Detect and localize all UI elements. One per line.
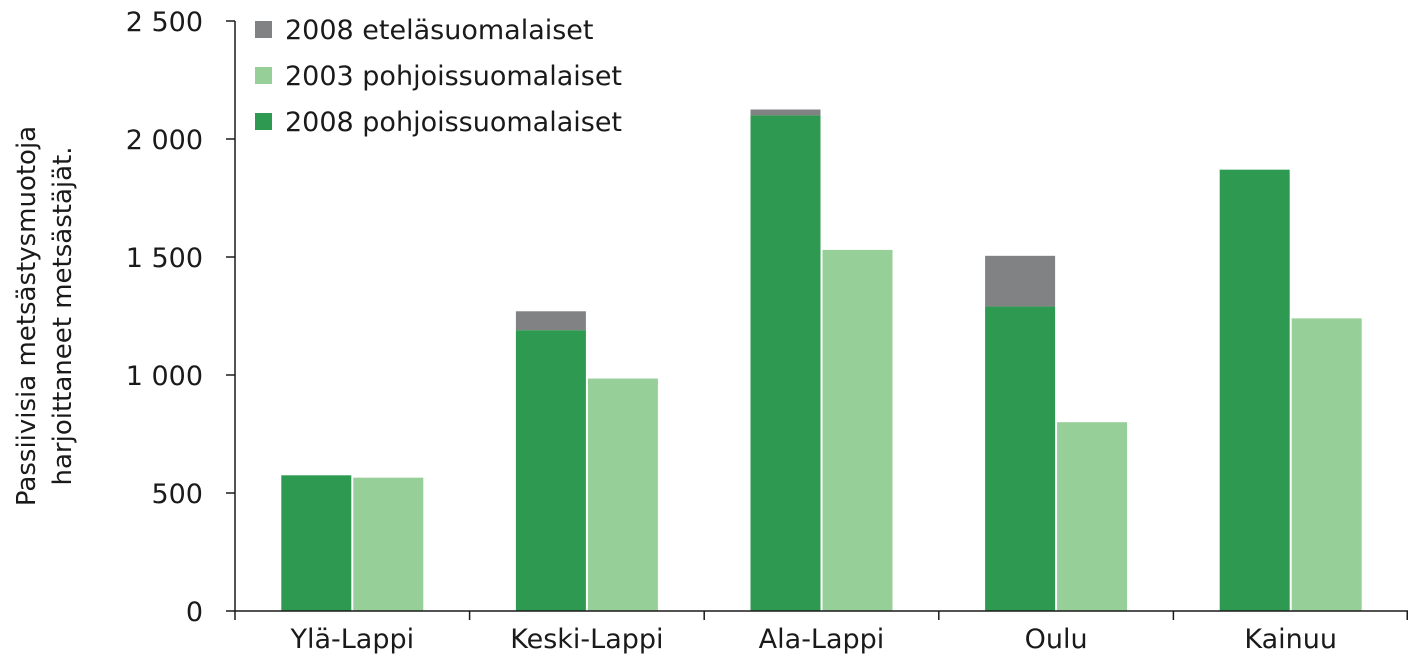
bar-north2003-ala-lappi xyxy=(822,249,893,612)
y-tick-label: 2 500 xyxy=(126,7,203,38)
legend-swatch-north2003 xyxy=(255,67,272,84)
y-ticks: 0 500 1 000 1 500 2 000 2 500 xyxy=(126,7,235,628)
axes xyxy=(234,21,1408,620)
bars xyxy=(281,109,1362,612)
x-category-label: Oulu xyxy=(1025,624,1088,655)
y-axis-title-line-1: Passiivisia metsästysmuotoja xyxy=(12,126,42,506)
bar-north2008-oulu xyxy=(985,306,1056,611)
x-category-label: Ala-Lappi xyxy=(759,624,885,655)
bar-north2003-ylä-lappi xyxy=(353,477,424,611)
bar-south2008-oulu xyxy=(985,255,1056,307)
y-tick-label: 2 000 xyxy=(126,125,203,156)
y-tick-label: 500 xyxy=(151,479,203,510)
bar-north2003-keski-lappi xyxy=(587,378,658,611)
x-category-label: Ylä-Lappi xyxy=(289,624,414,655)
legend-label-north2003: 2003 pohjoissuomalaiset xyxy=(285,61,622,92)
x-category-label: Keski-Lappi xyxy=(510,624,663,655)
y-tick-label: 1 500 xyxy=(126,243,203,274)
bar-north2008-keski-lappi xyxy=(515,330,586,611)
legend-label-north2008: 2008 pohjoissuomalaiset xyxy=(285,107,622,138)
legend: 2008 eteläsuomalaiset 2003 pohjoissuomala… xyxy=(255,15,622,138)
x-category-labels: Ylä-Lappi Keski-Lappi Ala-Lappi Oulu Kainuu xyxy=(289,624,1337,655)
legend-swatch-south2008 xyxy=(255,21,272,38)
y-tick-label: 0 xyxy=(186,597,203,628)
y-axis-title-line-2: harjoittaneet metsästäjät. xyxy=(48,147,78,486)
bar-south2008-ala-lappi xyxy=(750,109,821,116)
legend-label-south2008: 2008 eteläsuomalaiset xyxy=(285,15,594,46)
bar-north2003-oulu xyxy=(1057,422,1128,611)
bar-north2008-ala-lappi xyxy=(750,115,821,612)
x-category-label: Kainuu xyxy=(1244,624,1337,655)
bar-north2008-ylä-lappi xyxy=(281,475,352,611)
bar-south2008-keski-lappi xyxy=(515,311,586,331)
legend-swatch-north2008 xyxy=(255,113,272,130)
bar-north2008-kainuu xyxy=(1219,169,1290,611)
y-tick-label: 1 000 xyxy=(126,361,203,392)
bar-north2003-kainuu xyxy=(1291,318,1362,611)
y-axis-title: Passiivisia metsästysmuotoja harjoittane… xyxy=(12,126,78,506)
